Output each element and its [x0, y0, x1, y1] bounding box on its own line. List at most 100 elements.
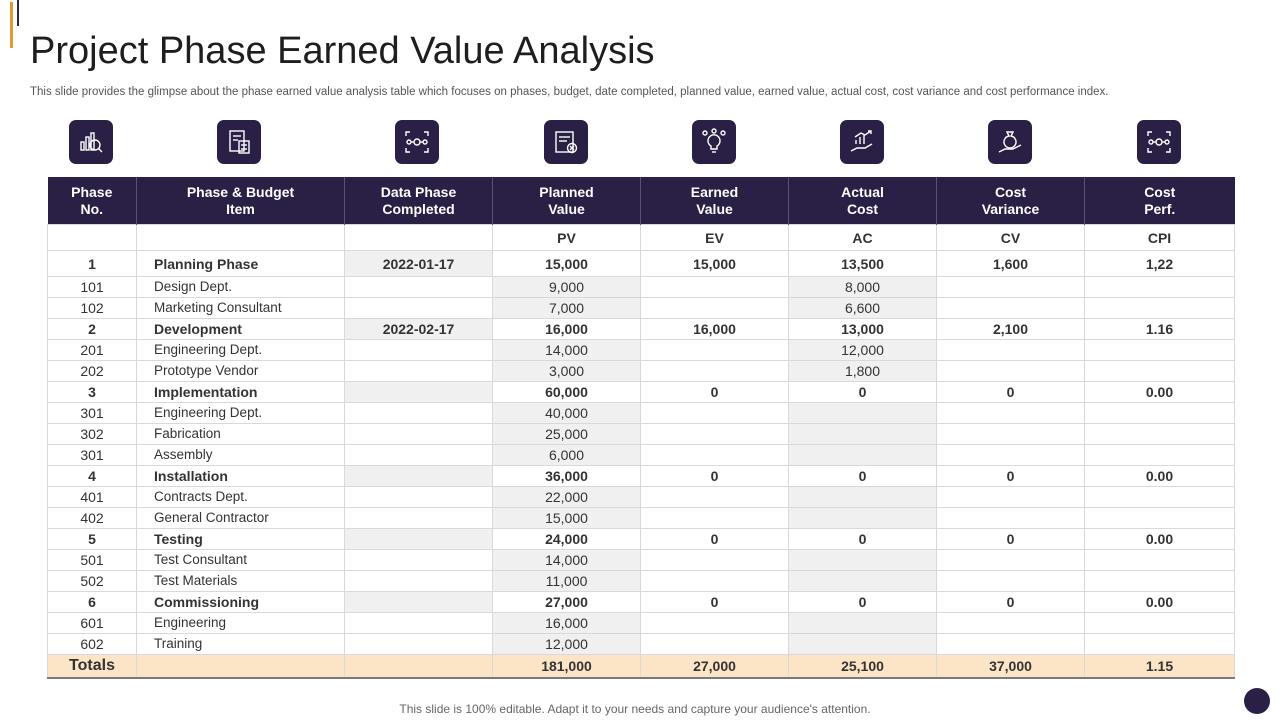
cell-no: 1: [47, 250, 137, 277]
network-nodes-icon: [395, 120, 439, 164]
table-row-phase: 2 Development 2022-02-17 16,000 16,000 13,000…: [47, 318, 1235, 340]
cell-ac: 0: [788, 465, 937, 487]
abbr-cpi: CPI: [1084, 224, 1235, 251]
cell-cpi: 1.16: [1084, 318, 1235, 340]
cell-cv: [936, 549, 1085, 571]
cell-item: Fabrication: [136, 423, 345, 445]
cell-ev: [640, 612, 789, 634]
cell-cpi: [1084, 423, 1235, 445]
cell-ev: [640, 360, 789, 382]
cell-ev: 15,000: [640, 250, 789, 277]
totals-ev: 27,000: [640, 654, 789, 679]
cell-cpi: 0.00: [1084, 381, 1235, 403]
table-row-item: 602 Training 12,000: [47, 633, 1235, 655]
cell-cpi: [1084, 486, 1235, 508]
abbr-pv: PV: [492, 224, 641, 251]
cell-cpi: [1084, 339, 1235, 361]
cell-cpi: [1084, 612, 1235, 634]
cell-ac: 0: [788, 591, 937, 613]
column-header-actual-cost: Actual Cost: [788, 177, 937, 225]
cell-item: Marketing Consultant: [136, 297, 345, 319]
cell-cv: [936, 486, 1085, 508]
table-row-phase: 5 Testing 24,000 0 0 0 0.00: [47, 528, 1235, 550]
cell-cv: [936, 402, 1085, 424]
cell-cpi: [1084, 507, 1235, 529]
cell-ac: 0: [788, 528, 937, 550]
cell-item: Engineering: [136, 612, 345, 634]
cell-ev: [640, 444, 789, 466]
cell-cv: [936, 276, 1085, 298]
cell-date: [344, 381, 493, 403]
cell-ac: 6,600: [788, 297, 937, 319]
cell-date: [344, 528, 493, 550]
cell-item: Design Dept.: [136, 276, 345, 298]
hand-money-bag-icon: [988, 120, 1032, 164]
cell-cv: [936, 612, 1085, 634]
cell-ac: [788, 570, 937, 592]
cell-cv: [936, 360, 1085, 382]
totals-label: Totals: [47, 654, 137, 679]
totals-pv: 181,000: [492, 654, 641, 679]
cell-no: 602: [47, 633, 137, 655]
cell-item: Test Consultant: [136, 549, 345, 571]
accent-bar-dark: [17, 0, 19, 26]
cell-pv: 24,000: [492, 528, 641, 550]
cell-cv: [936, 633, 1085, 655]
cell-cv: 0: [936, 528, 1085, 550]
footer-note: This slide is 100% editable. Adapt it to…: [399, 702, 871, 716]
cell-ac: [788, 444, 937, 466]
cell-ev: [640, 633, 789, 655]
cell-item: Implementation: [136, 381, 345, 403]
cell-ac: [788, 402, 937, 424]
cell-ev: [640, 570, 789, 592]
table-row-item: 402 General Contractor 15,000: [47, 507, 1235, 529]
cell-pv: 15,000: [492, 250, 641, 277]
cell-ev: 0: [640, 528, 789, 550]
cell-date: [344, 612, 493, 634]
totals-cv: 37,000: [936, 654, 1085, 679]
cell-pv: 16,000: [492, 318, 641, 340]
table-row-item: 601 Engineering 16,000: [47, 612, 1235, 634]
cell-date: [344, 276, 493, 298]
table-row-phase: 3 Implementation 60,000 0 0 0 0.00: [47, 381, 1235, 403]
table-row-phase: 1 Planning Phase 2022-01-17 15,000 15,000 13,…: [47, 250, 1235, 277]
cell-pv: 15,000: [492, 507, 641, 529]
cell-pv: 14,000: [492, 339, 641, 361]
cell-pv: 14,000: [492, 549, 641, 571]
table-row-item: 101 Design Dept. 9,000 8,000: [47, 276, 1235, 298]
cell-no: 501: [47, 549, 137, 571]
cell-cpi: [1084, 633, 1235, 655]
cell-cpi: [1084, 360, 1235, 382]
cell-cv: [936, 507, 1085, 529]
cell-ev: [640, 549, 789, 571]
cell-cpi: [1084, 570, 1235, 592]
cell-pv: 25,000: [492, 423, 641, 445]
cell-pv: 11,000: [492, 570, 641, 592]
cell-no: 601: [47, 612, 137, 634]
table-header-row: Phase No. Phase & Budget Item Data Phase Co…: [47, 177, 1235, 225]
cell-cpi: [1084, 297, 1235, 319]
cell-cv: [936, 570, 1085, 592]
cell-ev: [640, 297, 789, 319]
cell-date: [344, 465, 493, 487]
column-header-cost-variance: Cost Variance: [936, 177, 1085, 225]
cell-item: Engineering Dept.: [136, 339, 345, 361]
cell-item: Assembly: [136, 444, 345, 466]
totals-ac: 25,100: [788, 654, 937, 679]
cell-cv: 0: [936, 381, 1085, 403]
cell-pv: 36,000: [492, 465, 641, 487]
abbr-ac: AC: [788, 224, 937, 251]
cell-cv: [936, 423, 1085, 445]
cell-no: 301: [47, 402, 137, 424]
table-row-item: 501 Test Consultant 14,000: [47, 549, 1235, 571]
cell-pv: 7,000: [492, 297, 641, 319]
cell-ac: [788, 549, 937, 571]
cell-pv: 22,000: [492, 486, 641, 508]
abbr-cv: CV: [936, 224, 1085, 251]
cell-item: Testing: [136, 528, 345, 550]
cell-cv: [936, 444, 1085, 466]
cell-pv: 12,000: [492, 633, 641, 655]
cell-date: [344, 360, 493, 382]
cell-ac: [788, 633, 937, 655]
cell-no: 6: [47, 591, 137, 613]
